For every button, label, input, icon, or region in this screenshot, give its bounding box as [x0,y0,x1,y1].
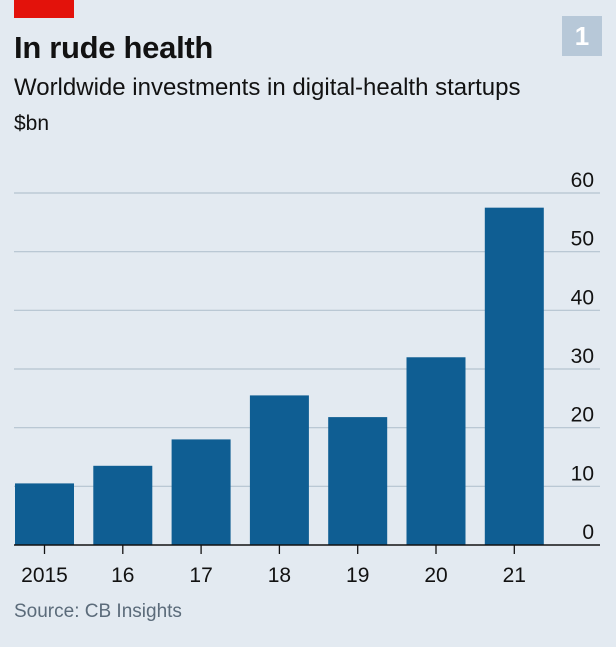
y-tick-label: 20 [571,404,594,427]
bar [171,439,231,545]
x-tick-label: 16 [111,564,134,587]
y-tick-label: 40 [571,286,594,309]
y-tick-label: 10 [571,462,594,485]
bar [93,465,153,545]
y-tick-label: 0 [582,521,594,544]
chart-title: In rude health [14,30,214,65]
x-tick-label: 2015 [21,564,68,587]
chart-unit: $bn [14,112,50,135]
bar [15,483,74,545]
x-tick-label: 19 [346,564,369,587]
x-tick-label: 18 [268,564,291,587]
bar [406,357,466,545]
chart-subtitle: Worldwide investments in digital-health … [14,74,521,101]
y-tick-label: 60 [571,169,594,192]
x-tick-label: 20 [424,564,447,587]
bar [328,417,388,545]
chart-source: Source: CB Insights [14,601,182,622]
bar-chart: 0 10 20 30 40 50 60 2015 16 17 18 19 20 21 [14,169,600,587]
x-tick-label: 21 [503,564,526,587]
brand-red-tag [14,0,74,18]
chart-number-badge: 1 [562,16,602,56]
x-tick-label: 17 [189,564,212,587]
bar [484,207,544,545]
y-tick-label: 30 [571,345,594,368]
bar [249,395,309,545]
y-tick-label: 50 [571,228,594,251]
